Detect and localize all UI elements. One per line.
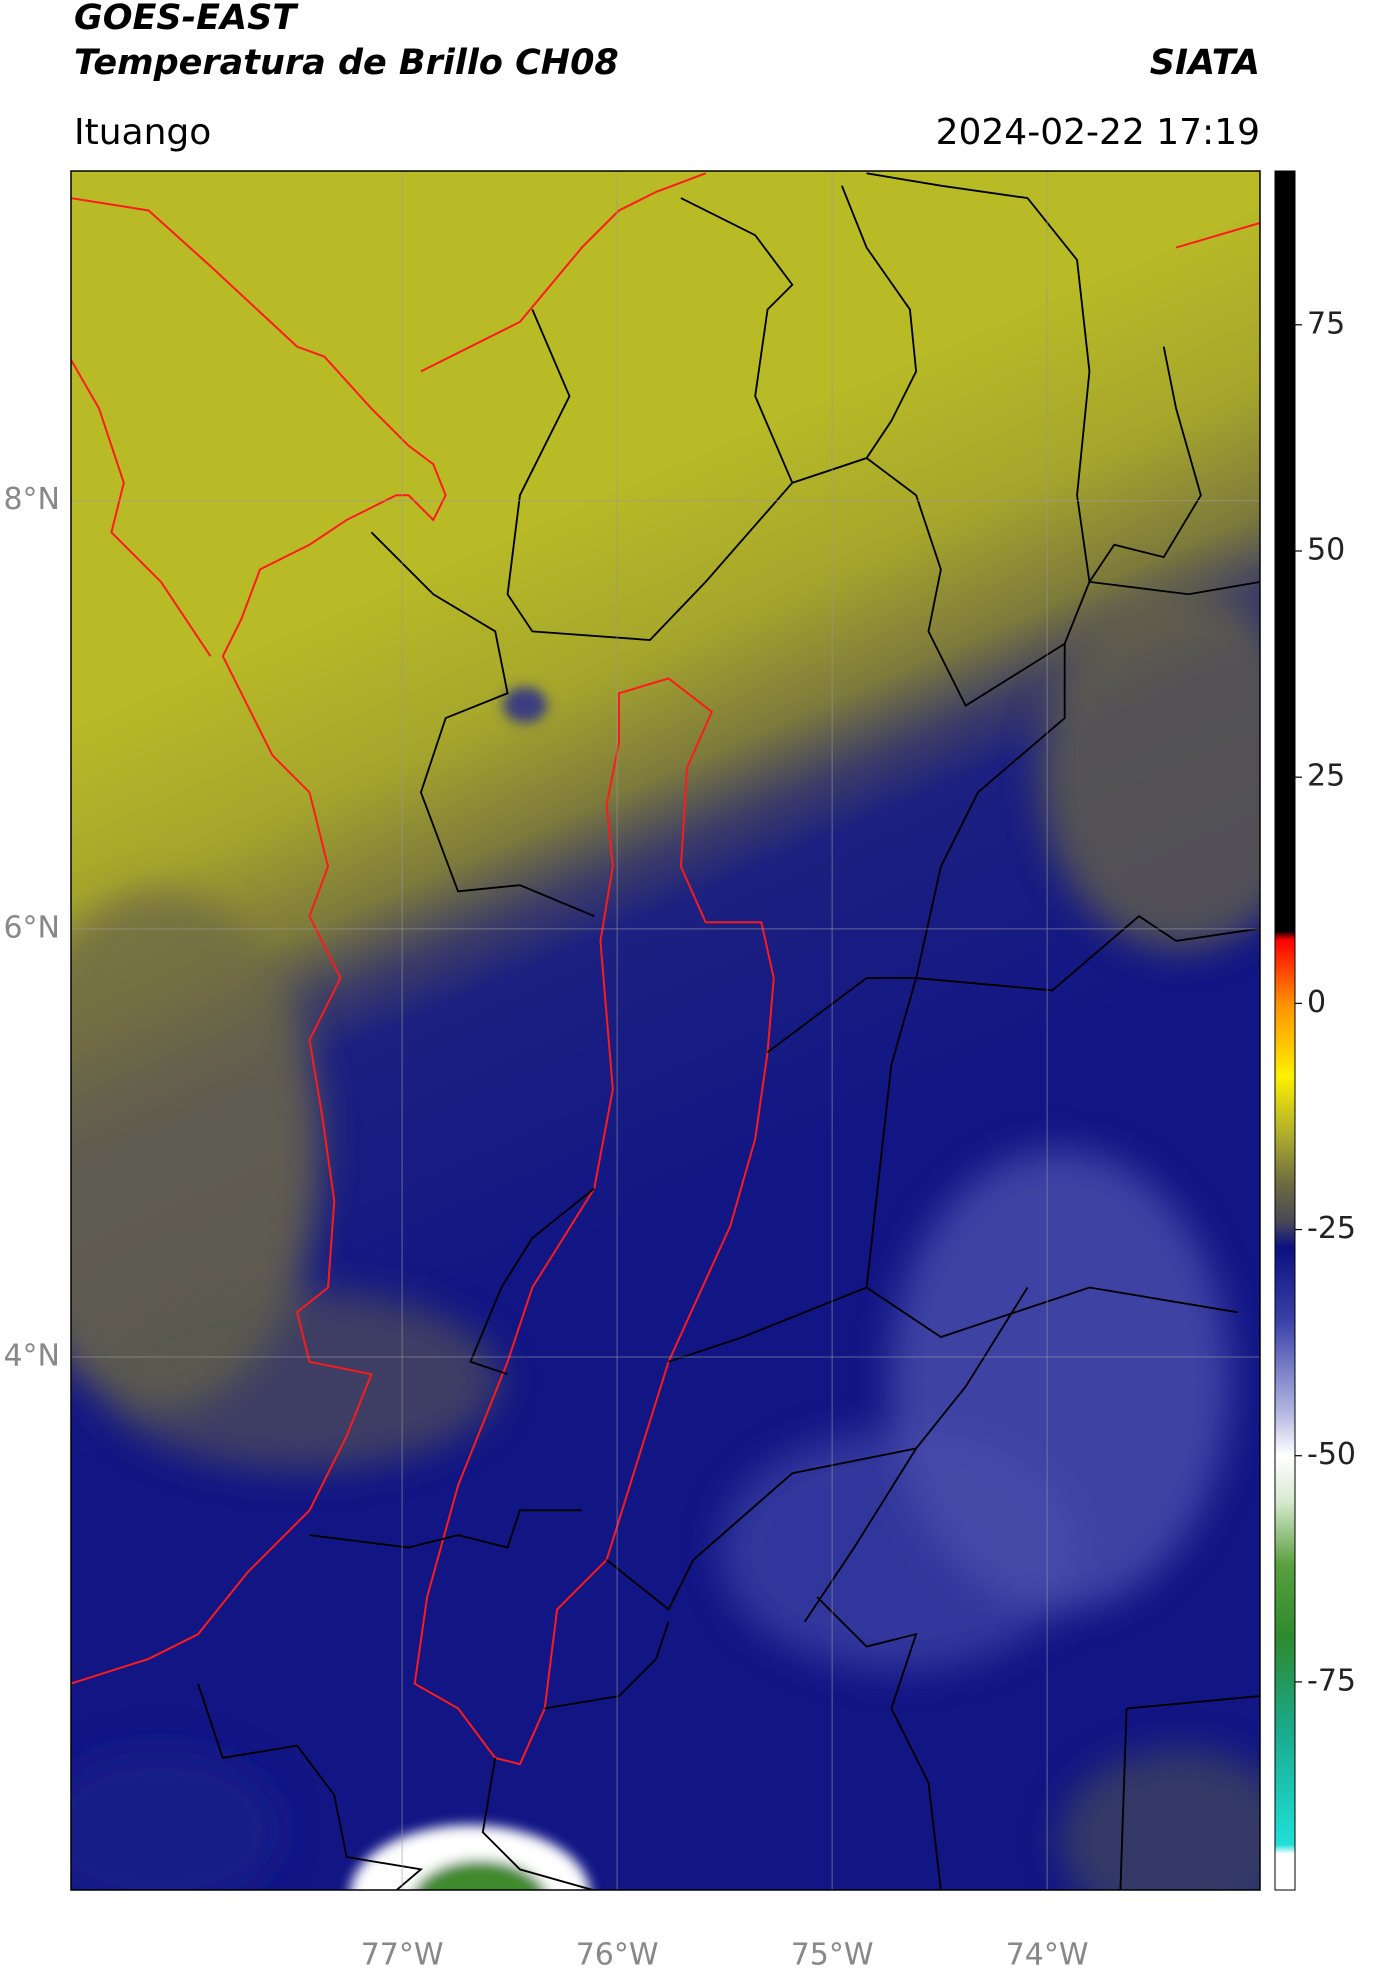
- colorbar-tick-label: 75: [1307, 306, 1345, 341]
- colorbar-tick-label: -75: [1307, 1663, 1356, 1698]
- grid: [71, 171, 1260, 1890]
- colorbar-tick-label: -25: [1307, 1211, 1356, 1246]
- location: Ituango: [74, 112, 211, 153]
- y-tick-label: 6°N: [3, 910, 60, 945]
- y-tick-label: 4°N: [3, 1338, 60, 1373]
- colorbar: 75 50 25 0 -25 -50 -75: [1274, 170, 1356, 1891]
- organization: SIATA: [1150, 43, 1260, 83]
- x-tick-label: 74°W: [1006, 1938, 1089, 1973]
- colorbar-fill: [1274, 170, 1296, 1891]
- colorbar-tick-label: -50: [1307, 1437, 1356, 1472]
- cold-core: [350, 687, 590, 1890]
- colorbar-tick-label: 25: [1307, 759, 1345, 794]
- datetime: 2024-02-22 17:19: [936, 112, 1260, 153]
- y-tick-label: 8°N: [3, 482, 60, 517]
- x-tick-label: 77°W: [361, 1938, 444, 1973]
- cloud-texture: [71, 590, 1260, 1890]
- colorbar-tick-label: 0: [1307, 985, 1326, 1020]
- x-tick-label: 75°W: [791, 1938, 874, 1973]
- colorbar-tick-label: 50: [1307, 532, 1345, 567]
- map-image: [71, 171, 1260, 1890]
- x-tick-label: 76°W: [576, 1938, 659, 1973]
- map-frame: [70, 170, 1261, 1891]
- title: GOES-EAST: [74, 0, 299, 38]
- borders: [71, 172, 1260, 1890]
- subtitle: Temperatura de Brillo CH08: [74, 43, 619, 83]
